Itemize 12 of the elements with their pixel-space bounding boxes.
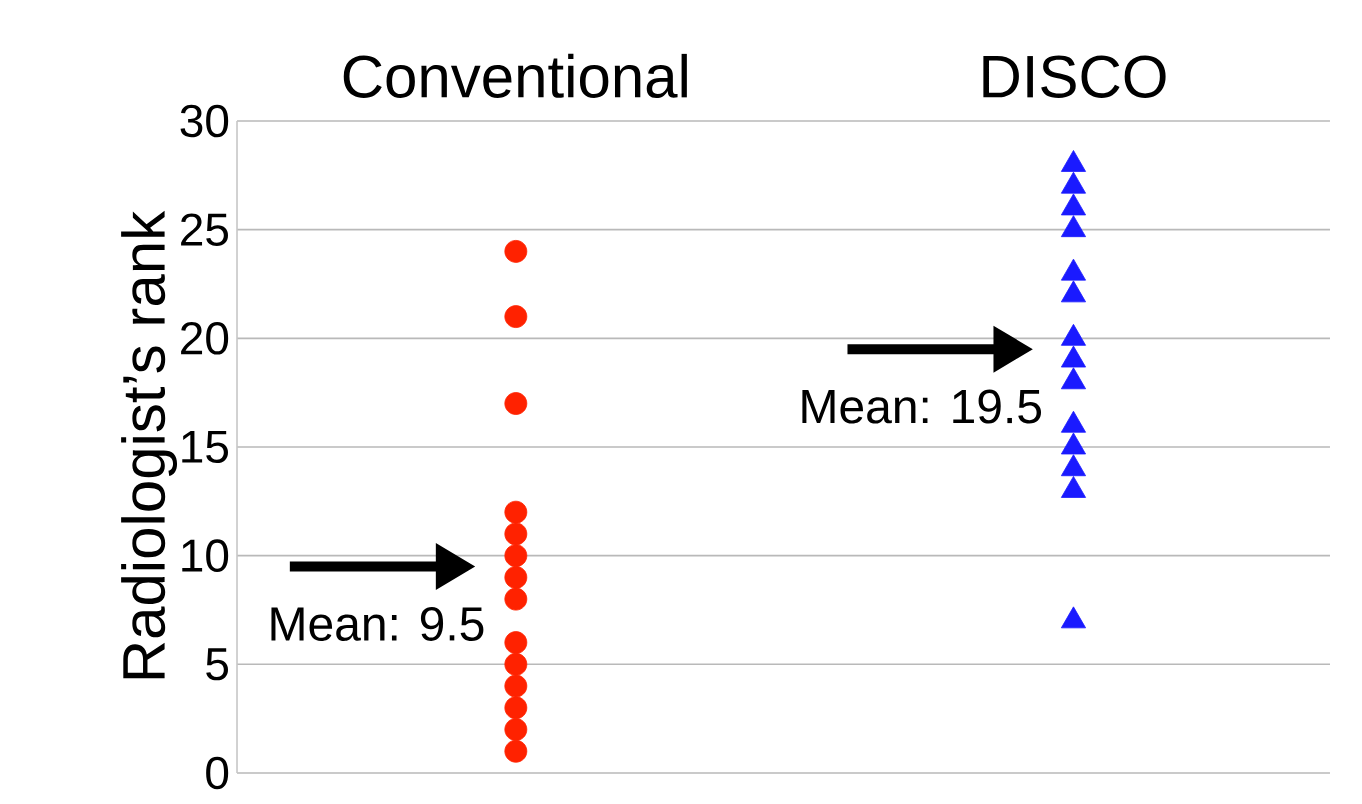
y-tick-label: 15 — [182, 430, 228, 464]
y-tick-label: 25 — [181, 213, 228, 246]
y-tick-label: 30 — [180, 104, 229, 138]
y-tick-label: 5 — [206, 648, 229, 681]
y-tick-label: 20 — [181, 322, 229, 355]
x-tick-label: DISCO — [983, 55, 1166, 98]
y-axis-title: Radiologist’s rank — [121, 210, 178, 679]
y-tick-label: 0 — [206, 756, 229, 790]
annotation: Mean: 19.5 — [802, 389, 1042, 424]
y-tick-label: 10 — [182, 539, 229, 572]
x-tick-label: Conventional — [343, 53, 687, 98]
annotation: Mean: 9.5 — [271, 606, 484, 641]
